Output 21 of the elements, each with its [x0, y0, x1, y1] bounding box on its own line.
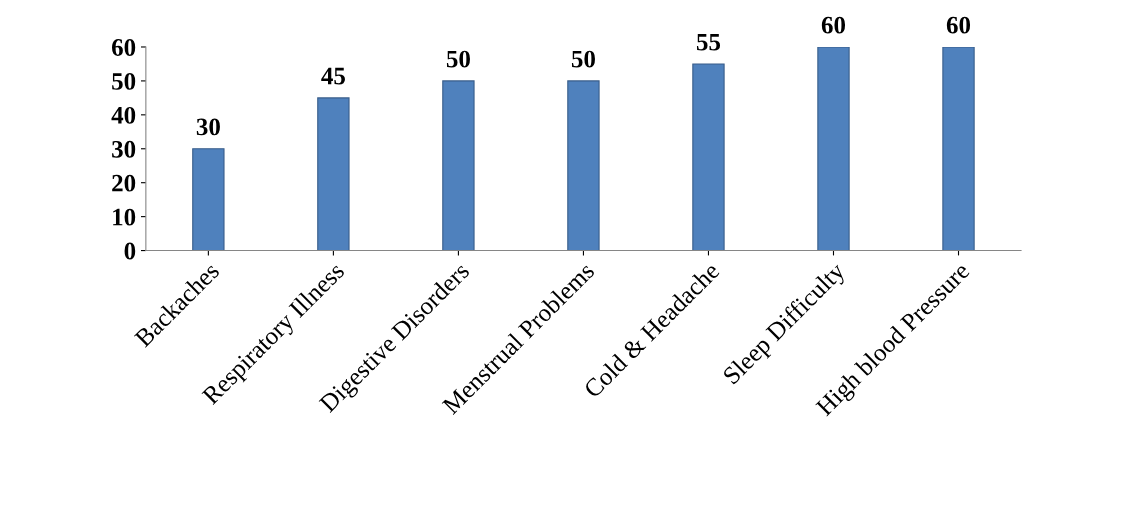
bar	[567, 80, 600, 251]
bar	[317, 97, 350, 251]
bar	[442, 80, 475, 251]
y-tick-label: 50	[112, 72, 136, 90]
y-tick-label: 10	[113, 208, 136, 226]
data-label: 30	[196, 118, 220, 136]
data-label: 60	[821, 16, 846, 34]
data-label: 50	[446, 50, 470, 68]
y-tick-label: 60	[111, 39, 136, 56]
y-tick-label: 40	[111, 106, 136, 124]
y-tick-label: 20	[112, 174, 136, 192]
bar	[192, 148, 225, 251]
bar	[817, 46, 850, 251]
bar	[692, 63, 725, 251]
data-label: 45	[321, 67, 345, 85]
data-label: 50	[571, 50, 595, 68]
data-label: 60	[946, 16, 971, 34]
data-label: 55	[696, 33, 721, 51]
bar	[942, 46, 975, 251]
y-tick-label: 30	[112, 140, 136, 158]
y-tick-label: 0	[124, 242, 136, 260]
